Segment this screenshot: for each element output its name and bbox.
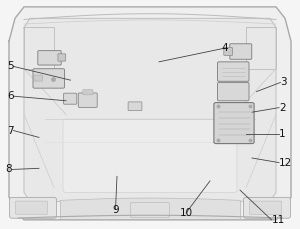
FancyBboxPatch shape xyxy=(15,201,48,214)
FancyBboxPatch shape xyxy=(214,103,254,144)
Text: 9: 9 xyxy=(112,204,119,215)
Text: 10: 10 xyxy=(179,208,193,218)
FancyBboxPatch shape xyxy=(244,197,290,218)
FancyBboxPatch shape xyxy=(64,93,77,104)
Text: 6: 6 xyxy=(7,91,14,101)
FancyBboxPatch shape xyxy=(33,69,64,88)
Text: 5: 5 xyxy=(7,61,14,71)
FancyBboxPatch shape xyxy=(63,119,237,192)
FancyBboxPatch shape xyxy=(130,203,170,218)
FancyBboxPatch shape xyxy=(10,197,56,218)
Polygon shape xyxy=(9,7,291,220)
Text: 12: 12 xyxy=(279,158,292,168)
FancyBboxPatch shape xyxy=(58,54,66,61)
FancyBboxPatch shape xyxy=(128,102,142,111)
FancyBboxPatch shape xyxy=(34,75,43,81)
FancyBboxPatch shape xyxy=(224,48,233,55)
Text: 2: 2 xyxy=(279,103,286,113)
FancyBboxPatch shape xyxy=(38,51,61,65)
FancyBboxPatch shape xyxy=(83,90,93,95)
Text: 11: 11 xyxy=(272,215,285,225)
Text: 1: 1 xyxy=(279,129,286,139)
FancyBboxPatch shape xyxy=(230,44,252,59)
Text: 8: 8 xyxy=(5,164,12,174)
FancyBboxPatch shape xyxy=(78,93,97,107)
Text: 7: 7 xyxy=(7,125,14,136)
Text: 3: 3 xyxy=(280,77,287,87)
FancyBboxPatch shape xyxy=(218,82,249,101)
Text: 4: 4 xyxy=(222,43,228,53)
FancyBboxPatch shape xyxy=(249,201,282,214)
FancyBboxPatch shape xyxy=(218,62,249,81)
Polygon shape xyxy=(24,18,276,202)
